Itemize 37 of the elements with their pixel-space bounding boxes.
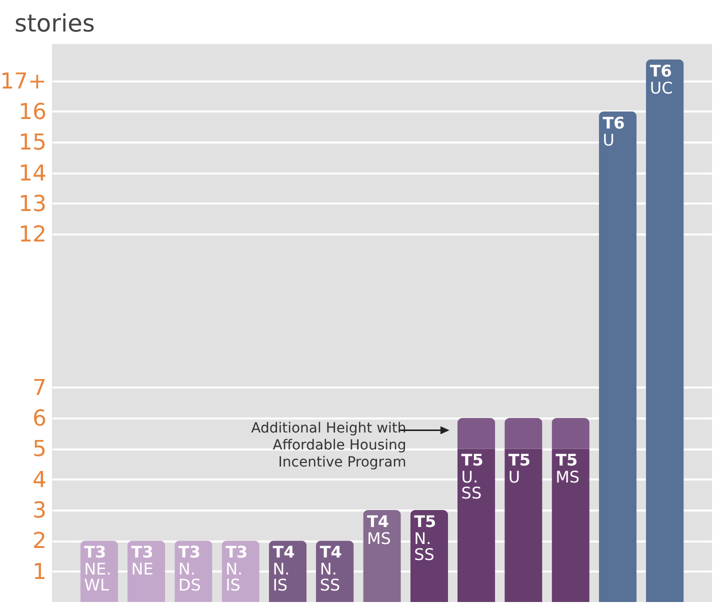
y-tick-label: 14 (18, 161, 46, 186)
bar (363, 510, 401, 602)
y-tick-label: 1 (32, 560, 46, 585)
y-axis-title: stories (14, 10, 95, 38)
bar (646, 59, 684, 602)
y-tick-label: 5 (32, 437, 46, 462)
category-label: T3 N. IS (226, 542, 248, 595)
y-tick-label: 16 (18, 100, 46, 125)
category-label: T6 UC (650, 61, 673, 98)
bar (552, 448, 590, 602)
bar (457, 448, 496, 602)
y-tick-label: 2 (32, 529, 46, 554)
y-tick-label: 7 (32, 376, 46, 401)
category-label: T3 N. DS (178, 542, 201, 595)
category-label: T5 MS (556, 450, 580, 487)
category-label: T3 NE (131, 542, 154, 579)
y-tick-label: 3 (32, 498, 46, 524)
bar (598, 111, 637, 602)
bar (504, 418, 542, 449)
category-label: T3 NE. WL (84, 542, 112, 595)
category-label: T5 N. SS (414, 512, 436, 564)
y-tick-label: 17+ (0, 69, 46, 94)
y-tick-label: 12 (18, 222, 46, 248)
bar (457, 418, 496, 449)
bar (552, 418, 590, 449)
y-tick-label: 13 (18, 192, 46, 217)
y-tick-label: 15 (18, 130, 46, 156)
category-label: T4 N. IS (272, 542, 295, 595)
y-tick-label: 4 (32, 468, 46, 493)
bar (504, 448, 542, 602)
category-label: T5 U. SS (461, 450, 484, 503)
category-label: T4 MS (367, 512, 391, 548)
y-tick-label: 6 (32, 406, 46, 432)
category-label: T6 U (602, 113, 625, 150)
annotation: Additional Height with Affordable Housing Incentive Program (251, 420, 406, 470)
category-label: T4 N. SS (320, 542, 342, 595)
category-label: T5 U (508, 450, 530, 487)
